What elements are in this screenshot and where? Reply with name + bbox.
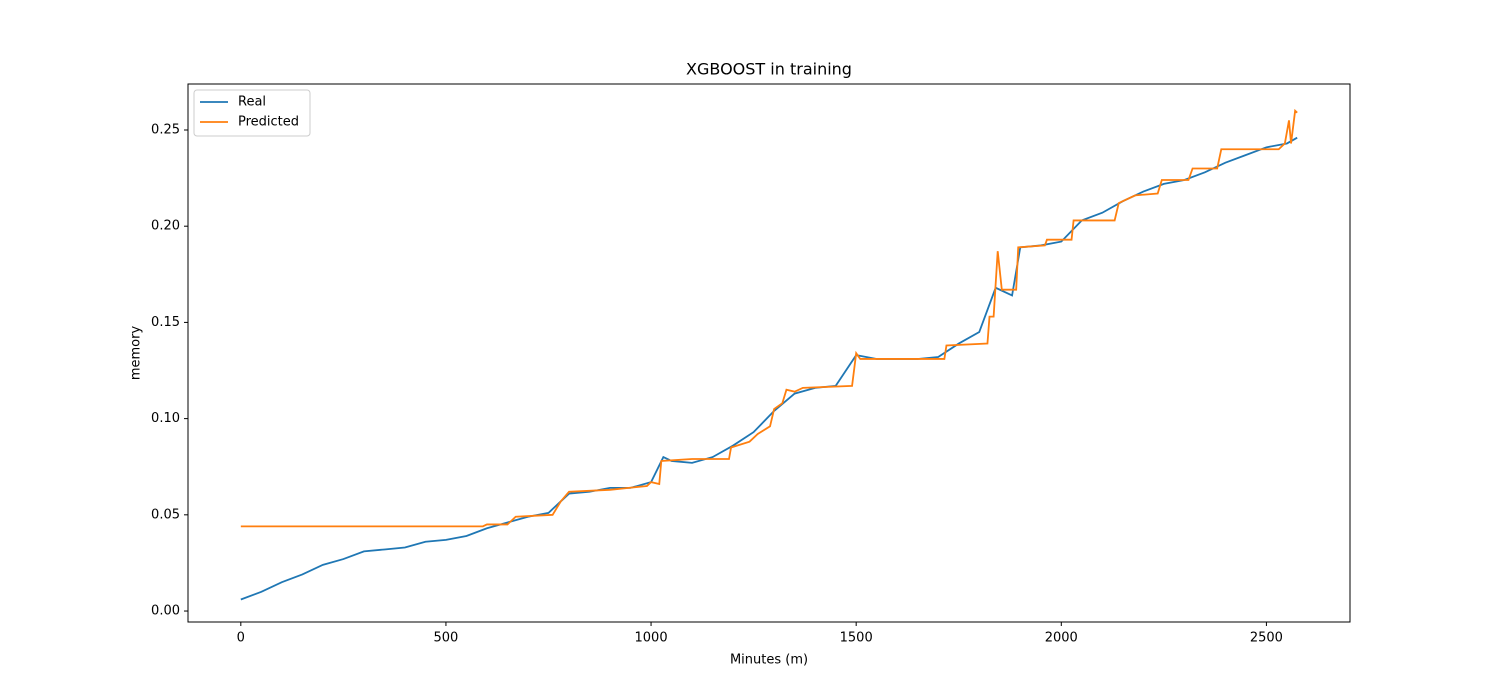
x-tick-label: 2000 (1045, 631, 1078, 646)
series-line (240, 108, 1298, 528)
y-tick-label: 0.25 (151, 122, 180, 137)
y-axis-label: memory (129, 326, 144, 381)
y-tick-label: 0.10 (151, 411, 180, 426)
x-tick-label: 500 (434, 631, 459, 646)
legend-label: Real (238, 95, 266, 110)
y-tick-label: 0.15 (151, 315, 180, 330)
x-tick-label: 1000 (635, 631, 668, 646)
x-tick-label: 2500 (1250, 631, 1283, 646)
plot-frame (187, 83, 1351, 623)
y-tick-label: 0.05 (151, 507, 180, 522)
x-axis-label: Minutes (m) (730, 653, 808, 668)
y-tick-label: 0.20 (151, 219, 180, 234)
y-tick-label: 0.00 (151, 604, 180, 619)
series-line (240, 136, 1298, 601)
x-tick-label: 0 (237, 631, 245, 646)
legend-label: Predicted (238, 115, 299, 130)
chart-title: XGBOOST in training (686, 60, 852, 79)
x-tick-label: 1500 (840, 631, 873, 646)
